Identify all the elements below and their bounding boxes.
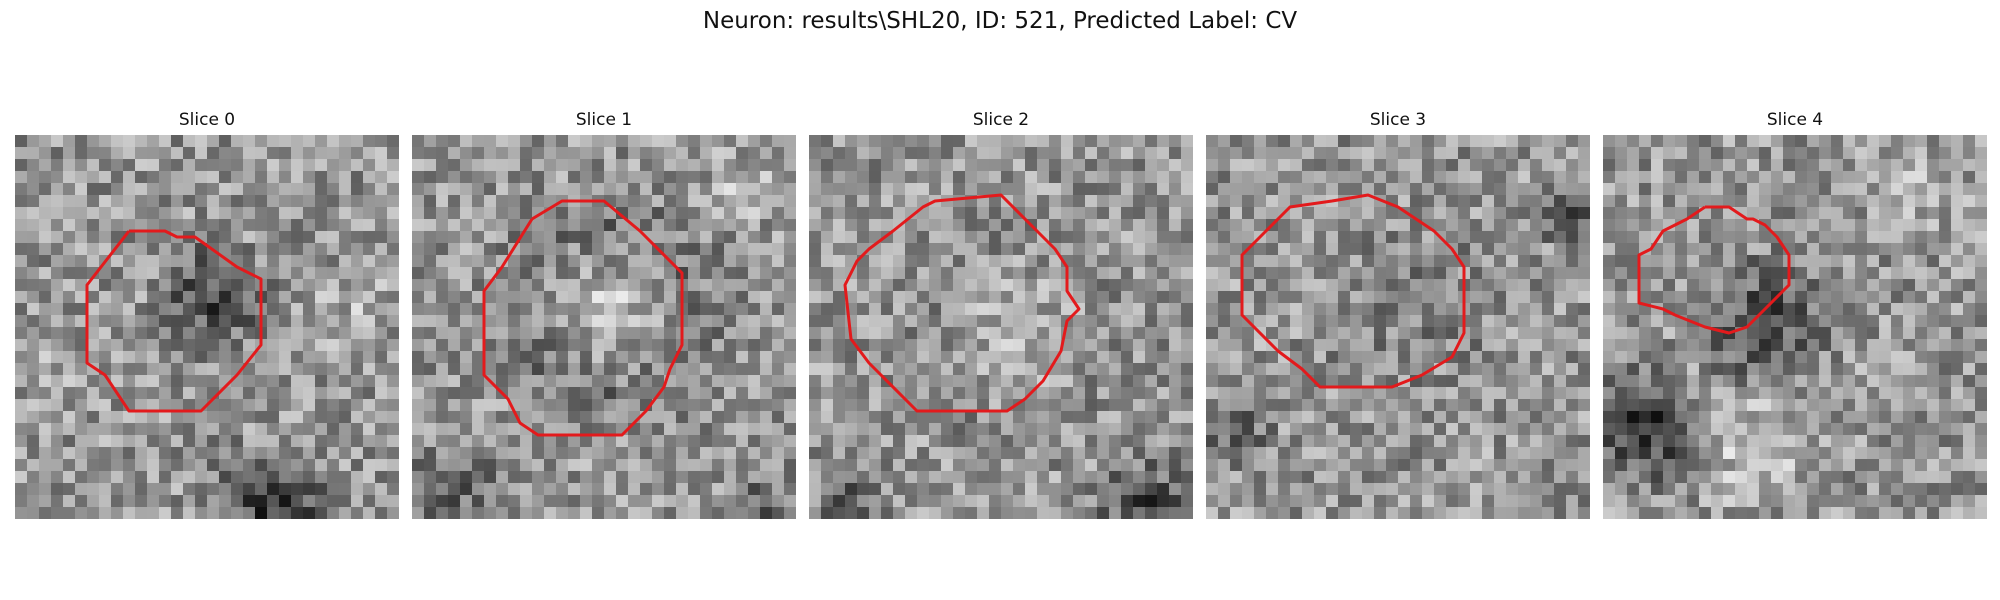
- pixel-grid: [1603, 135, 1987, 519]
- slice-micrograph-3: [1206, 135, 1590, 519]
- slice-micrograph-4: [1603, 135, 1987, 519]
- slice-title-3: Slice 3: [1369, 110, 1427, 130]
- slice-panel-0: Slice 0: [15, 110, 399, 520]
- figure-title: Neuron: results\SHL20, ID: 521, Predicte…: [702, 8, 1298, 34]
- segmentation-contour: [1637, 205, 1791, 335]
- slice-image-4: [1603, 135, 1987, 519]
- slice-title-2: Slice 2: [972, 110, 1030, 130]
- slice-panel-1: Slice 1: [412, 110, 796, 520]
- slice-image-2: [809, 135, 1193, 519]
- slice-micrograph-2: [809, 135, 1193, 519]
- slice-micrograph-0: [15, 135, 399, 519]
- slice-image-0: [15, 135, 399, 519]
- slice-panel-3: Slice 3: [1206, 110, 1590, 520]
- slice-title-0: Slice 0: [178, 110, 236, 130]
- pixel-grid: [809, 135, 1193, 519]
- slice-panel-4: Slice 4: [1603, 110, 1987, 520]
- slice-panel-2: Slice 2: [809, 110, 1193, 520]
- slice-image-1: [412, 135, 796, 519]
- slice-title-4: Slice 4: [1766, 110, 1824, 130]
- slice-micrograph-1: [412, 135, 796, 519]
- segmentation-contour: [482, 199, 684, 437]
- segmentation-contour: [85, 229, 263, 413]
- slice-title-1: Slice 1: [575, 110, 633, 130]
- pixel-grid: [412, 135, 796, 519]
- pixel-grid: [1206, 135, 1590, 519]
- segmentation-contour: [843, 193, 1081, 413]
- segmentation-contour: [1240, 193, 1466, 389]
- slice-image-3: [1206, 135, 1590, 519]
- pixel-grid: [15, 135, 399, 519]
